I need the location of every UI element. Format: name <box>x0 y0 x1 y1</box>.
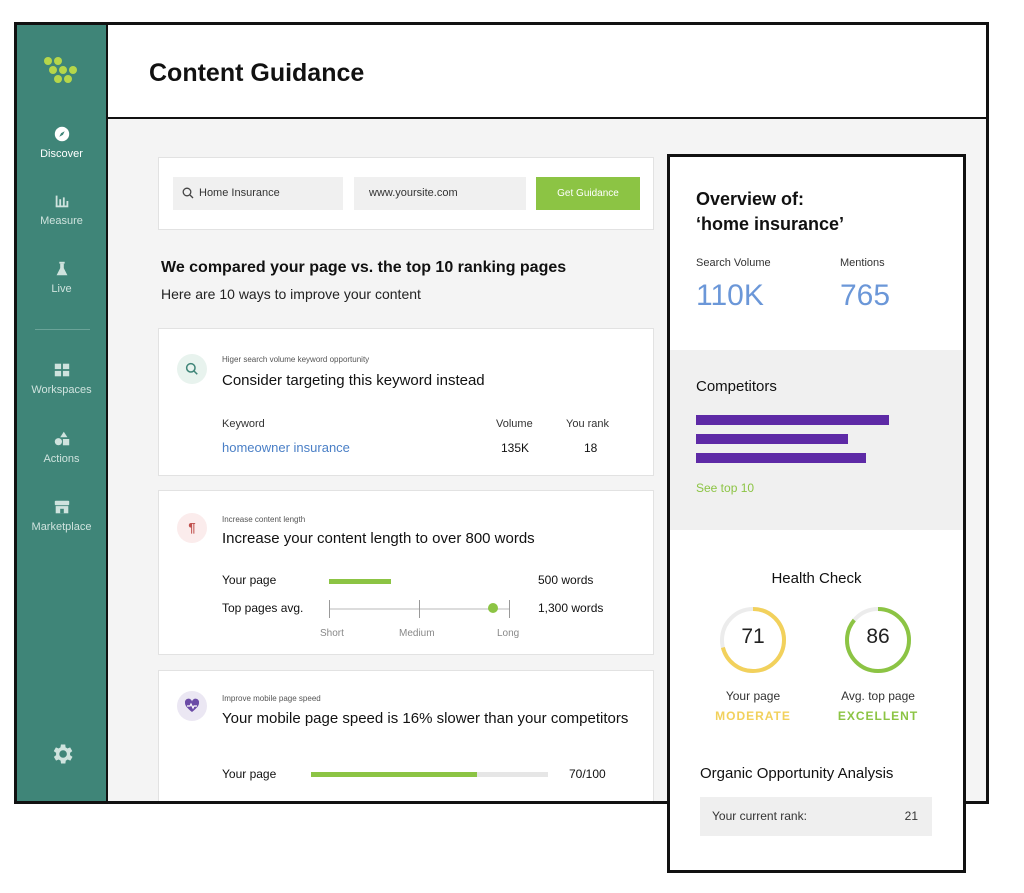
sidebar-item-workspaces[interactable]: Workspaces <box>17 361 106 396</box>
keyword-column-header: Keyword <box>222 418 265 430</box>
main-content: Home Insurance www.yoursite.com Get Guid… <box>108 119 986 801</box>
volume-column-header: Volume <box>496 418 533 430</box>
sidebar-item-live[interactable]: Live <box>17 260 106 295</box>
your-page-gauge-label: Your page <box>725 689 781 703</box>
top-page-status: EXCELLENT <box>837 709 919 723</box>
paragraph-icon: ¶ <box>177 513 207 543</box>
page-speed-track <box>311 772 548 777</box>
page-title: Content Guidance <box>149 59 365 87</box>
tip-icon-circle <box>177 354 207 384</box>
search-icon <box>182 187 194 199</box>
sidebar-item-label: Discover <box>40 148 83 160</box>
heartbeat-icon-circle <box>177 691 207 721</box>
your-page-length-bar <box>329 579 391 584</box>
top-page-gauge-label: Avg. top page <box>841 689 915 703</box>
search-volume-value: 110K <box>696 279 764 312</box>
sidebar-item-label: Actions <box>43 453 80 465</box>
scale-label-long: Long <box>497 628 520 639</box>
search-icon <box>185 362 198 375</box>
your-page-label: Your page <box>222 767 277 781</box>
your-page-gauge <box>720 607 786 673</box>
sidebar-item-marketplace[interactable]: Marketplace <box>17 498 106 533</box>
top-pages-word-count: 1,300 words <box>538 601 604 615</box>
health-check-title: Health Check <box>771 570 862 587</box>
scale-tick <box>329 600 330 618</box>
overview-title-line1: Overview of: <box>696 189 805 209</box>
sidebar-item-label: Live <box>51 283 72 295</box>
get-guidance-button[interactable]: Get Guidance <box>536 177 640 210</box>
rank-column-header: You rank <box>566 418 610 430</box>
shapes-icon <box>54 431 69 446</box>
scale-label-medium: Medium <box>399 628 435 639</box>
see-top-10-link[interactable]: See top 10 <box>696 481 755 495</box>
your-page-status: MODERATE <box>715 709 791 723</box>
your-page-label: Your page <box>222 573 277 587</box>
competitors-title: Competitors <box>696 378 777 395</box>
top-page-score: 86 <box>866 625 890 648</box>
scale-tick <box>419 600 420 618</box>
gear-icon[interactable] <box>49 741 75 767</box>
search-card: Home Insurance www.yoursite.com Get Guid… <box>158 157 654 230</box>
site-url-input[interactable]: www.yoursite.com <box>354 177 526 210</box>
tip-kicker: Increase content length <box>222 515 306 524</box>
keyword-search-input[interactable]: Home Insurance <box>173 177 343 210</box>
overview-panel: Overview of: ‘home insurance’ Search Vol… <box>667 154 966 873</box>
bar-chart-icon <box>55 195 68 208</box>
scale-tick <box>509 600 510 618</box>
sidebar-item-label: Marketplace <box>31 521 92 533</box>
suggested-keyword-link[interactable]: homeowner insurance <box>222 440 350 455</box>
overview-title: Overview of: ‘home insurance’ <box>696 187 844 237</box>
competitor-bar <box>696 453 866 463</box>
sidebar-item-actions[interactable]: Actions <box>17 430 106 465</box>
keyword-rank: 18 <box>584 441 598 455</box>
comparison-subheading: Here are 10 ways to improve your content <box>161 286 421 302</box>
logo[interactable] <box>44 57 80 89</box>
tip-title: Increase your content length to over 800… <box>222 530 535 547</box>
your-page-word-count: 500 words <box>538 573 594 587</box>
mentions-label: Mentions <box>840 257 885 269</box>
tip-title: Your mobile page speed is 16% slower tha… <box>222 710 629 727</box>
top-pages-label: Top pages avg. <box>222 601 304 615</box>
sidebar-item-label: Measure <box>40 215 83 227</box>
keyword-search-value: Home Insurance <box>199 187 280 199</box>
competitor-bar <box>696 434 848 444</box>
sidebar-item-measure[interactable]: Measure <box>17 192 106 227</box>
comparison-heading: We compared your page vs. the top 10 ran… <box>161 259 567 276</box>
grid-icon <box>54 363 69 377</box>
keyword-opportunity-card[interactable]: Higer search volume keyword opportunity … <box>158 328 654 476</box>
top-page-gauge-arc <box>845 607 911 673</box>
tip-kicker: Improve mobile page speed <box>222 694 321 703</box>
scale-label-short: Short <box>320 628 344 639</box>
current-rank-label: Your current rank: <box>712 809 807 823</box>
tip-kicker: Higer search volume keyword opportunity <box>222 355 370 364</box>
top-pages-marker <box>488 603 498 613</box>
sidebar-item-label: Workspaces <box>31 384 92 396</box>
sidebar-divider <box>35 329 90 330</box>
compass-icon <box>54 126 69 142</box>
search-volume-label: Search Volume <box>696 257 771 269</box>
opportunity-title: Organic Opportunity Analysis <box>700 765 894 782</box>
current-rank-box: Your current rank: 21 <box>700 797 932 836</box>
flask-icon <box>56 261 67 276</box>
sidebar-item-discover[interactable]: Discover <box>17 125 106 160</box>
page-speed-fill <box>311 772 477 777</box>
top-page-gauge <box>845 607 911 673</box>
store-icon <box>54 500 69 514</box>
current-rank-value: 21 <box>904 809 918 823</box>
page-speed-score: 70/100 <box>569 767 606 781</box>
page-header: Content Guidance <box>108 25 986 119</box>
tip-title: Consider targeting this keyword instead <box>222 372 485 389</box>
mentions-value: 765 <box>840 279 891 312</box>
overview-title-line2: ‘home insurance’ <box>696 214 845 234</box>
keyword-volume: 135K <box>501 441 530 455</box>
your-page-gauge-arc <box>720 607 786 673</box>
page-speed-card[interactable]: Improve mobile page speed Your mobile pa… <box>158 670 654 801</box>
competitor-bar <box>696 415 889 425</box>
heartbeat-icon <box>184 698 200 712</box>
your-page-score: 71 <box>741 625 765 648</box>
competitors-section: Competitors See top 10 <box>670 350 963 530</box>
sidebar: Discover Measure Live Workspaces Actions… <box>17 25 108 801</box>
content-length-card[interactable]: ¶ Increase content length Increase your … <box>158 490 654 655</box>
